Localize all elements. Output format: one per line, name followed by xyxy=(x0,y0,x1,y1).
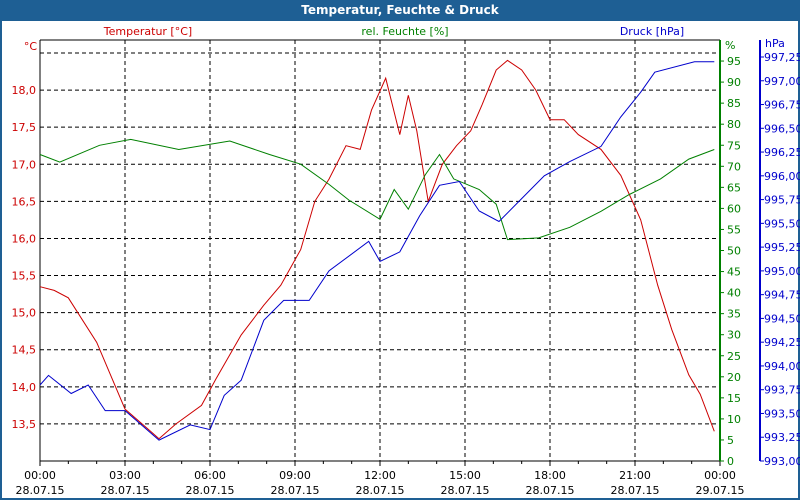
x-tick-time: 15:00 xyxy=(449,469,481,482)
pressure-tick-label: 995,75 xyxy=(764,194,800,207)
pressure-tick-label: 995,25 xyxy=(764,241,800,254)
humidity-tick-label: 70 xyxy=(727,160,741,173)
pressure-tick-label: 993,50 xyxy=(764,407,800,420)
pressure-tick-label: 993,75 xyxy=(764,384,800,397)
temp-tick-label: 18,0 xyxy=(12,84,37,97)
humidity-tick-label: 20 xyxy=(727,371,741,384)
humidity-tick-label: 25 xyxy=(727,350,741,363)
series-line-hum xyxy=(39,138,715,241)
humidity-unit: % xyxy=(725,39,735,52)
temp-axis-title: Temperatur [°C] xyxy=(103,25,192,38)
pressure-unit: hPa xyxy=(765,37,785,50)
pressure-tick-label: 993,00 xyxy=(764,455,800,468)
humidity-tick-label: 80 xyxy=(727,118,741,131)
humidity-tick-label: 55 xyxy=(727,223,741,236)
pressure-tick-label: 994,25 xyxy=(764,336,800,349)
x-tick-date: 28.07.15 xyxy=(271,484,320,497)
pressure-tick-label: 994,50 xyxy=(764,312,800,325)
humidity-tick-label: 60 xyxy=(727,202,741,215)
x-tick-time: 00:00 xyxy=(24,469,56,482)
pressure-tick-label: 995,00 xyxy=(764,265,800,278)
x-tick-time: 06:00 xyxy=(194,469,226,482)
humidity-tick-label: 40 xyxy=(727,287,741,300)
temp-tick-label: 13,5 xyxy=(12,418,37,431)
pressure-tick-label: 996,50 xyxy=(764,122,800,135)
temp-tick-label: 17,5 xyxy=(12,121,37,134)
pressure-tick-label: 996,00 xyxy=(764,170,800,183)
pressure-tick-label: 996,75 xyxy=(764,99,800,112)
x-tick-time: 09:00 xyxy=(279,469,311,482)
x-tick-date: 28.07.15 xyxy=(186,484,235,497)
humidity-tick-label: 95 xyxy=(727,55,741,68)
pressure-tick-label: 996,25 xyxy=(764,146,800,159)
humidity-tick-label: 35 xyxy=(727,308,741,321)
x-tick-date: 28.07.15 xyxy=(611,484,660,497)
humidity-tick-label: 90 xyxy=(727,76,741,89)
humidity-tick-label: 65 xyxy=(727,181,741,194)
x-tick-time: 21:00 xyxy=(619,469,651,482)
humidity-tick-label: 45 xyxy=(727,266,741,279)
humidity-tick-label: 10 xyxy=(727,413,741,426)
series-line-temp xyxy=(39,59,715,440)
pressure-tick-label: 994,00 xyxy=(764,360,800,373)
temp-unit: °C xyxy=(24,40,38,53)
pressure-tick-label: 993,25 xyxy=(764,431,800,444)
x-tick-time: 03:00 xyxy=(109,469,141,482)
temp-tick-label: 14,5 xyxy=(12,344,37,357)
temp-tick-label: 15,0 xyxy=(12,307,37,320)
temp-tick-label: 16,5 xyxy=(12,195,37,208)
pressure-tick-label: 994,75 xyxy=(764,289,800,302)
x-tick-date: 28.07.15 xyxy=(356,484,405,497)
x-tick-date: 28.07.15 xyxy=(16,484,65,497)
humidity-tick-label: 75 xyxy=(727,139,741,152)
temp-tick-label: 15,5 xyxy=(12,270,37,283)
x-tick-date: 28.07.15 xyxy=(526,484,575,497)
x-tick-time: 12:00 xyxy=(364,469,396,482)
x-tick-date: 28.07.15 xyxy=(441,484,490,497)
humidity-tick-label: 0 xyxy=(727,455,734,468)
chart-title: Temperatur, Feuchte & Druck xyxy=(2,0,798,21)
pressure-tick-label: 997,25 xyxy=(764,51,800,64)
x-tick-date: 28.07.15 xyxy=(101,484,150,497)
humidity-axis-title: rel. Feuchte [%] xyxy=(361,25,448,38)
pressure-tick-label: 997,00 xyxy=(764,75,800,88)
temp-tick-label: 16,0 xyxy=(12,232,37,245)
pressure-tick-label: 995,50 xyxy=(764,217,800,230)
x-tick-date: 29.07.15 xyxy=(696,484,745,497)
temp-tick-label: 17,0 xyxy=(12,158,37,171)
humidity-tick-label: 50 xyxy=(727,245,741,258)
pressure-axis-title: Druck [hPa] xyxy=(620,25,684,38)
temp-tick-label: 14,0 xyxy=(12,381,37,394)
humidity-tick-label: 30 xyxy=(727,329,741,342)
humidity-tick-label: 15 xyxy=(727,392,741,405)
series-line-press xyxy=(39,61,715,441)
humidity-tick-label: 85 xyxy=(727,97,741,110)
x-tick-time: 00:00 xyxy=(704,469,736,482)
x-tick-time: 18:00 xyxy=(534,469,566,482)
humidity-tick-label: 5 xyxy=(727,434,734,447)
